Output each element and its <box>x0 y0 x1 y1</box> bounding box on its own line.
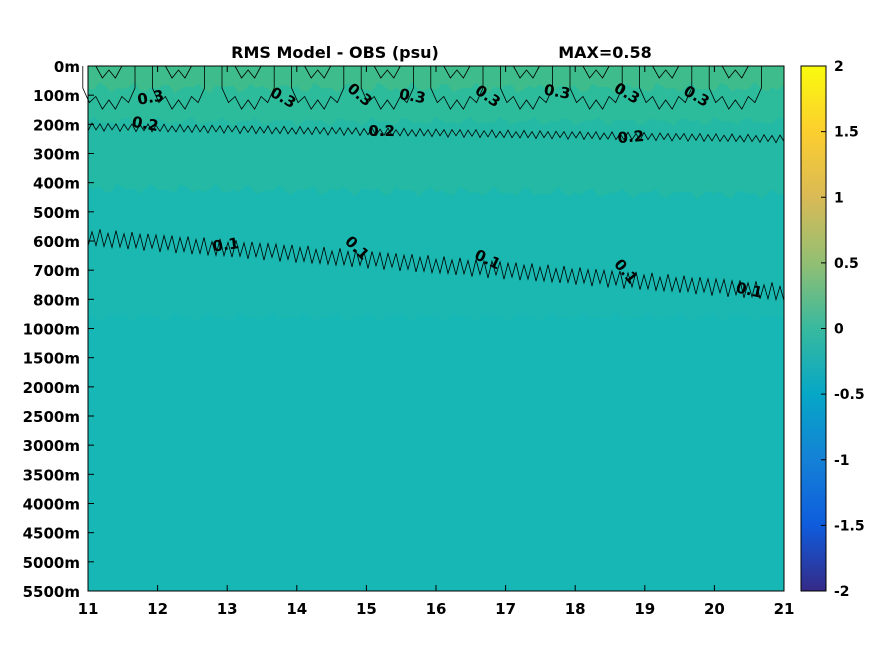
y-tick-label: 5500m <box>23 583 80 601</box>
x-axis: 11 12 13 14 15 16 17 18 19 20 21 <box>78 66 795 618</box>
contour-line-0.1 <box>87 229 785 302</box>
contour-line-0.3 <box>360 66 414 110</box>
colorbar-tick-label: 0.5 <box>834 256 859 272</box>
y-tick-label: 1500m <box>23 350 80 368</box>
y-tick-label: 600m <box>33 233 80 251</box>
y-tick-label: 3000m <box>23 437 80 455</box>
contour-line-0.3 <box>82 66 136 110</box>
contour-line-0.4 <box>165 65 192 79</box>
contour-line-0.4 <box>582 65 610 79</box>
y-tick-label: 800m <box>33 291 80 309</box>
contour-label: 0.2 <box>617 127 645 147</box>
colorbar-tick-label: 1 <box>834 190 844 206</box>
y-tick-label: 100m <box>33 87 80 105</box>
contour-line-0.4 <box>513 65 540 79</box>
colorbar-tick-label: -1 <box>834 453 850 469</box>
contour-line-0.4 <box>443 65 471 79</box>
plot-area <box>88 66 784 591</box>
contour-lines <box>82 65 785 302</box>
chart-title: RMS Model - OBS (psu) <box>231 43 439 62</box>
contour-label: 0.1 <box>734 279 764 302</box>
y-tick-label: 1000m <box>23 321 80 339</box>
colorbar: 2 1.5 1 0.5 0 -0.5 -1 -1.5 -2 <box>800 59 865 600</box>
max-label: MAX=0.58 <box>558 43 652 62</box>
contour-line-0.4 <box>652 65 680 79</box>
contour-line-0.3 <box>500 66 553 110</box>
contour-line-0.3 <box>291 66 345 110</box>
y-axis: 0m 100m 200m 300m 400m 500m 600m 700m 800m 1000m 1… <box>23 58 94 601</box>
colorbar-tick-label: -2 <box>834 584 850 600</box>
y-tick-label: 400m <box>33 175 80 193</box>
colorbar-tick-label: -0.5 <box>834 387 865 403</box>
x-tick-label: 14 <box>286 600 307 618</box>
contour-line-0.3 <box>152 66 205 110</box>
x-tick-label: 20 <box>704 600 725 618</box>
contour-line-0.3 <box>569 66 623 110</box>
contour-label: 0.2 <box>368 122 395 140</box>
contour-line-0.4 <box>373 65 401 79</box>
contour-line-0.3 <box>430 66 484 110</box>
contour-line-0.4 <box>234 65 262 79</box>
y-tick-label: 2000m <box>23 379 80 397</box>
x-tick-label: 18 <box>565 600 586 618</box>
x-tick-label: 13 <box>217 600 238 618</box>
contour-line-0.2 <box>87 122 785 144</box>
y-tick-label: 0m <box>54 58 80 76</box>
contour-label: 0.3 <box>543 81 572 103</box>
y-tick-label: 4500m <box>23 525 80 543</box>
colorbar-tick-label: 1.5 <box>834 125 859 141</box>
y-tick-label: 300m <box>33 146 80 164</box>
contour-label: 0.1 <box>211 234 240 256</box>
contour-line-0.4 <box>95 65 123 79</box>
x-tick-label: 12 <box>147 600 168 618</box>
x-tick-label: 19 <box>634 600 655 618</box>
band-surface <box>88 66 784 94</box>
x-tick-label: 21 <box>774 600 795 618</box>
contour-label: 0.2 <box>131 113 160 135</box>
x-tick-label: 11 <box>78 600 99 618</box>
colorbar-tick-label: -1.5 <box>834 518 865 534</box>
x-tick-label: 15 <box>356 600 377 618</box>
y-tick-label: 2500m <box>23 408 80 426</box>
y-tick-label: 3500m <box>23 466 80 484</box>
contour-line-0.3 <box>221 66 275 110</box>
contour-line-0.4 <box>304 65 332 79</box>
y-tick-label: 4000m <box>23 496 80 514</box>
x-tick-label: 17 <box>495 600 516 618</box>
y-tick-label: 5000m <box>23 554 80 572</box>
contour-label: 0.3 <box>136 86 165 108</box>
colorbar-tick-label: 2 <box>834 59 844 75</box>
y-tick-label: 200m <box>33 116 80 134</box>
contour-line-0.4 <box>721 65 749 79</box>
contour-label: 0.3 <box>398 85 427 107</box>
y-tick-label: 500m <box>33 204 80 222</box>
contour-line-0.3 <box>639 66 693 110</box>
colorbar-tick-label: 0 <box>834 322 844 338</box>
x-tick-label: 16 <box>426 600 447 618</box>
contour-line-0.3 <box>708 66 762 110</box>
y-tick-label: 700m <box>33 262 80 280</box>
